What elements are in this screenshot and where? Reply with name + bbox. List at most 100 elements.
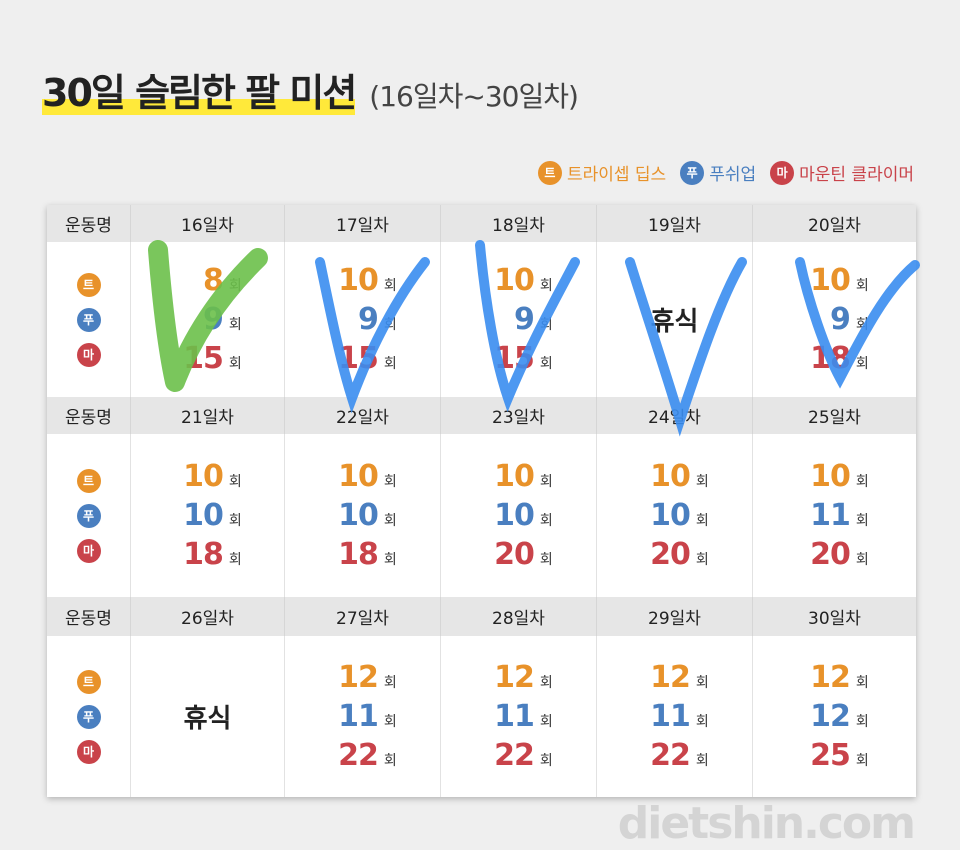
values: 10 회 10 회 20 회 <box>640 459 709 572</box>
day-header: 30일차 <box>808 609 861 629</box>
rep-unit: 회 <box>383 356 397 372</box>
rep-unit: 회 <box>855 714 869 730</box>
rep-unit: 회 <box>695 552 709 568</box>
exercise-badge-icon: 트 <box>76 468 101 493</box>
rep-unit: 회 <box>855 552 869 568</box>
rep-number: 9 <box>203 302 224 337</box>
rep-count: 10 회 <box>183 498 242 533</box>
rep-number: 12 <box>338 660 379 695</box>
rep-number: 12 <box>650 660 691 695</box>
day-cell: 12 회 11 회 22 회 <box>597 636 753 797</box>
exercise-badge-icon: 푸 <box>76 704 101 729</box>
table-body-row: 트 푸 마 10 회 10 회 18 회 10 회 10 회 18 회 10 회 10 회 20 회 10 회 10 회 20 회 1… <box>47 434 916 597</box>
rep-number: 11 <box>810 498 851 533</box>
exercise-badge-icon: 푸 <box>76 307 101 332</box>
rep-number: 9 <box>830 302 851 337</box>
rep-number: 11 <box>650 699 691 734</box>
exercise-badge-icon: 트 <box>76 669 101 694</box>
rep-unit: 회 <box>855 317 869 333</box>
values: 10 회 9 회 15 회 <box>484 263 553 376</box>
rep-count: 15 회 <box>494 341 553 376</box>
rep-count: 20 회 <box>650 537 709 572</box>
row-header-label: 운동명 <box>47 597 131 636</box>
rest-label: 휴식 <box>183 704 232 734</box>
exercise-badge-icon: 트 <box>76 272 101 297</box>
rep-count: 22 회 <box>650 738 709 773</box>
legend-item: 푸 푸쉬업 <box>680 160 756 185</box>
legend-item: 마 마운틴 클라이머 <box>770 160 914 185</box>
rep-unit: 회 <box>539 753 553 769</box>
day-header: 19일차 <box>597 205 753 242</box>
day-header: 22일차 <box>285 397 441 434</box>
rep-number: 15 <box>183 341 224 376</box>
rep-count: 10 회 <box>183 459 242 494</box>
table-body-row: 트 푸 마 휴식 12 회 11 회 22 회 12 회 11 회 22 회 12 회 11 회 22 회 12 회 12 회 25… <box>47 636 916 797</box>
day-cell: 8 회 9 회 15 회 <box>131 242 285 397</box>
rep-unit: 회 <box>539 675 553 691</box>
rep-count: 11 회 <box>650 699 709 734</box>
day-cell: 12 회 11 회 22 회 <box>441 636 597 797</box>
table-header-row: 운동명 26일차 27일차 28일차 29일차 30일차 <box>47 597 916 636</box>
rep-count: 22 회 <box>338 738 397 773</box>
day-cell: 10 회 11 회 20 회 <box>753 434 916 597</box>
values: 10 회 10 회 18 회 <box>173 459 242 572</box>
values: 12 회 11 회 22 회 <box>328 660 397 773</box>
rep-number: 10 <box>810 459 851 494</box>
rep-number: 9 <box>514 302 535 337</box>
rep-unit: 회 <box>855 513 869 529</box>
rep-number: 15 <box>338 341 379 376</box>
title-main: 30일 슬림한 팔 미션 <box>42 62 357 117</box>
rep-unit: 회 <box>855 474 869 490</box>
day-header: 26일차 <box>131 597 285 636</box>
rep-count: 18 회 <box>338 537 397 572</box>
values: 10 회 10 회 18 회 <box>328 459 397 572</box>
rep-number: 10 <box>494 263 535 298</box>
legend-item: 트 트라이셉 딥스 <box>537 160 667 185</box>
day-cell: 12 회 11 회 22 회 <box>285 636 441 797</box>
row-header-label: 운동명 <box>47 397 131 434</box>
day-cell: 10 회 10 회 18 회 <box>131 434 285 597</box>
rep-unit: 회 <box>539 278 553 294</box>
rep-unit: 회 <box>695 675 709 691</box>
rep-number: 20 <box>650 537 691 572</box>
rep-unit: 회 <box>383 753 397 769</box>
values: 10 회 10 회 20 회 <box>484 459 553 572</box>
day-cell: 10 회 10 회 20 회 <box>597 434 753 597</box>
legend-badge-icon: 푸 <box>680 160 705 185</box>
day-header: 29일차 <box>597 597 753 636</box>
table-header-row: 운동명 16일차 17일차 18일차 19일차 20일차 <box>47 205 916 242</box>
day-header: 21일차 <box>131 397 285 434</box>
legend-label: 트라이셉 딥스 <box>566 165 667 185</box>
rep-unit: 회 <box>383 317 397 333</box>
exercise-badge-icon: 마 <box>76 342 101 367</box>
day-header: 18일차 <box>441 205 597 242</box>
title-subtitle: (16일차~30일차) <box>369 80 579 113</box>
rep-unit: 회 <box>855 278 869 294</box>
rep-number: 10 <box>338 498 379 533</box>
day-cell: 10 회 9 회 18 회 <box>753 242 916 397</box>
rest-label: 휴식 <box>650 307 699 337</box>
rep-number: 10 <box>183 459 224 494</box>
rep-count: 12 회 <box>810 660 869 695</box>
rep-number: 10 <box>810 263 851 298</box>
rep-number: 11 <box>494 699 535 734</box>
rep-count: 15 회 <box>338 341 397 376</box>
page-title: 30일 슬림한 팔 미션 (16일차~30일차) <box>42 62 579 117</box>
values: 10 회 9 회 15 회 <box>328 263 397 376</box>
rep-unit: 회 <box>228 356 242 372</box>
rep-number: 10 <box>183 498 224 533</box>
values: 12 회 12 회 25 회 <box>800 660 869 773</box>
rep-unit: 회 <box>383 474 397 490</box>
legend-badge-icon: 트 <box>537 160 562 185</box>
rep-number: 9 <box>358 302 379 337</box>
rep-count: 20 회 <box>810 537 869 572</box>
table-body-row: 트 푸 마 8 회 9 회 15 회 10 회 9 회 15 회 10 회 9 회 15 회 휴식 10 회 9 회 18 회 <box>47 242 916 397</box>
rep-number: 25 <box>810 738 851 773</box>
rep-number: 15 <box>494 341 535 376</box>
legend-label: 마운틴 클라이머 <box>799 165 914 185</box>
rep-number: 22 <box>338 738 379 773</box>
